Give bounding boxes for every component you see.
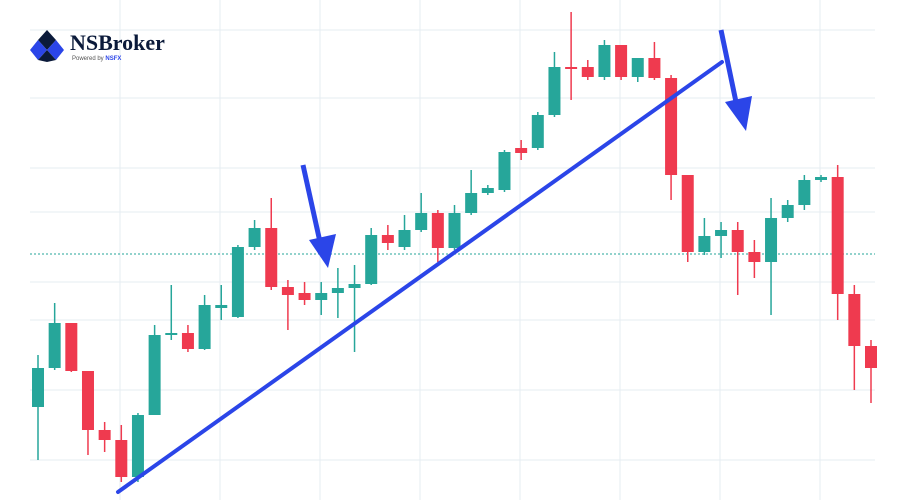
arrows xyxy=(300,29,752,268)
candle-body xyxy=(815,177,828,180)
candle-body xyxy=(781,205,794,218)
candle-body xyxy=(548,67,561,115)
candle-body xyxy=(32,368,44,407)
candle-body xyxy=(698,236,711,252)
candle-body xyxy=(681,175,694,252)
arrow-head xyxy=(725,96,752,131)
candle-body xyxy=(715,230,728,236)
brand-name: NSBroker xyxy=(70,30,165,55)
candle-body xyxy=(631,58,644,77)
candle-body xyxy=(498,152,511,190)
candle-body xyxy=(415,213,428,230)
candle-body xyxy=(131,415,144,477)
candle-body xyxy=(65,323,78,371)
candle-body xyxy=(431,213,444,248)
candle-body xyxy=(181,333,194,349)
candle-body xyxy=(598,45,611,77)
candle-body xyxy=(331,288,344,293)
candle-body xyxy=(148,335,161,415)
tagline: Powered by NSFX xyxy=(72,56,121,62)
candle-body xyxy=(231,247,244,317)
logo: NSBroker Powered by NSFX xyxy=(30,30,165,62)
candle-body xyxy=(81,371,94,430)
candle-body xyxy=(848,294,861,346)
candle-body xyxy=(398,230,411,247)
candle-body xyxy=(515,148,528,153)
arrow-head xyxy=(309,234,336,268)
candle-body xyxy=(731,230,744,252)
trend-line xyxy=(116,60,724,494)
candle-body xyxy=(115,440,128,477)
background-grid xyxy=(30,0,875,500)
tagline-brand: NSFX xyxy=(105,56,121,62)
candle-body xyxy=(765,218,778,262)
candle-body xyxy=(198,305,211,349)
candle-body xyxy=(381,235,394,243)
candle-body xyxy=(748,252,761,262)
candle-body xyxy=(481,188,494,193)
candle-body xyxy=(665,78,678,175)
candle-body xyxy=(531,115,544,148)
candle-body xyxy=(648,58,661,78)
candle-body xyxy=(265,228,278,287)
candle-body xyxy=(365,235,378,284)
candle-body xyxy=(281,287,294,295)
arrow-shaft xyxy=(718,29,739,103)
logo-icon xyxy=(30,30,64,62)
tagline-prefix: Powered by xyxy=(72,56,104,62)
arrow-shaft xyxy=(300,164,323,243)
candle-body xyxy=(298,293,311,300)
candle-body xyxy=(465,193,478,213)
candle-body xyxy=(581,67,594,77)
candle-body xyxy=(48,323,61,368)
candle-body xyxy=(448,213,461,248)
candle-body xyxy=(165,333,178,335)
candle-body xyxy=(798,180,811,205)
candle-body xyxy=(315,293,328,300)
candle-body xyxy=(98,430,111,440)
candles xyxy=(32,12,877,482)
candle-body xyxy=(215,305,228,308)
candle-body xyxy=(615,45,628,77)
candle-body xyxy=(565,67,578,69)
candle-body xyxy=(248,228,261,247)
candle-body xyxy=(348,284,361,288)
candle-body xyxy=(865,346,877,368)
candle-body xyxy=(831,177,844,294)
